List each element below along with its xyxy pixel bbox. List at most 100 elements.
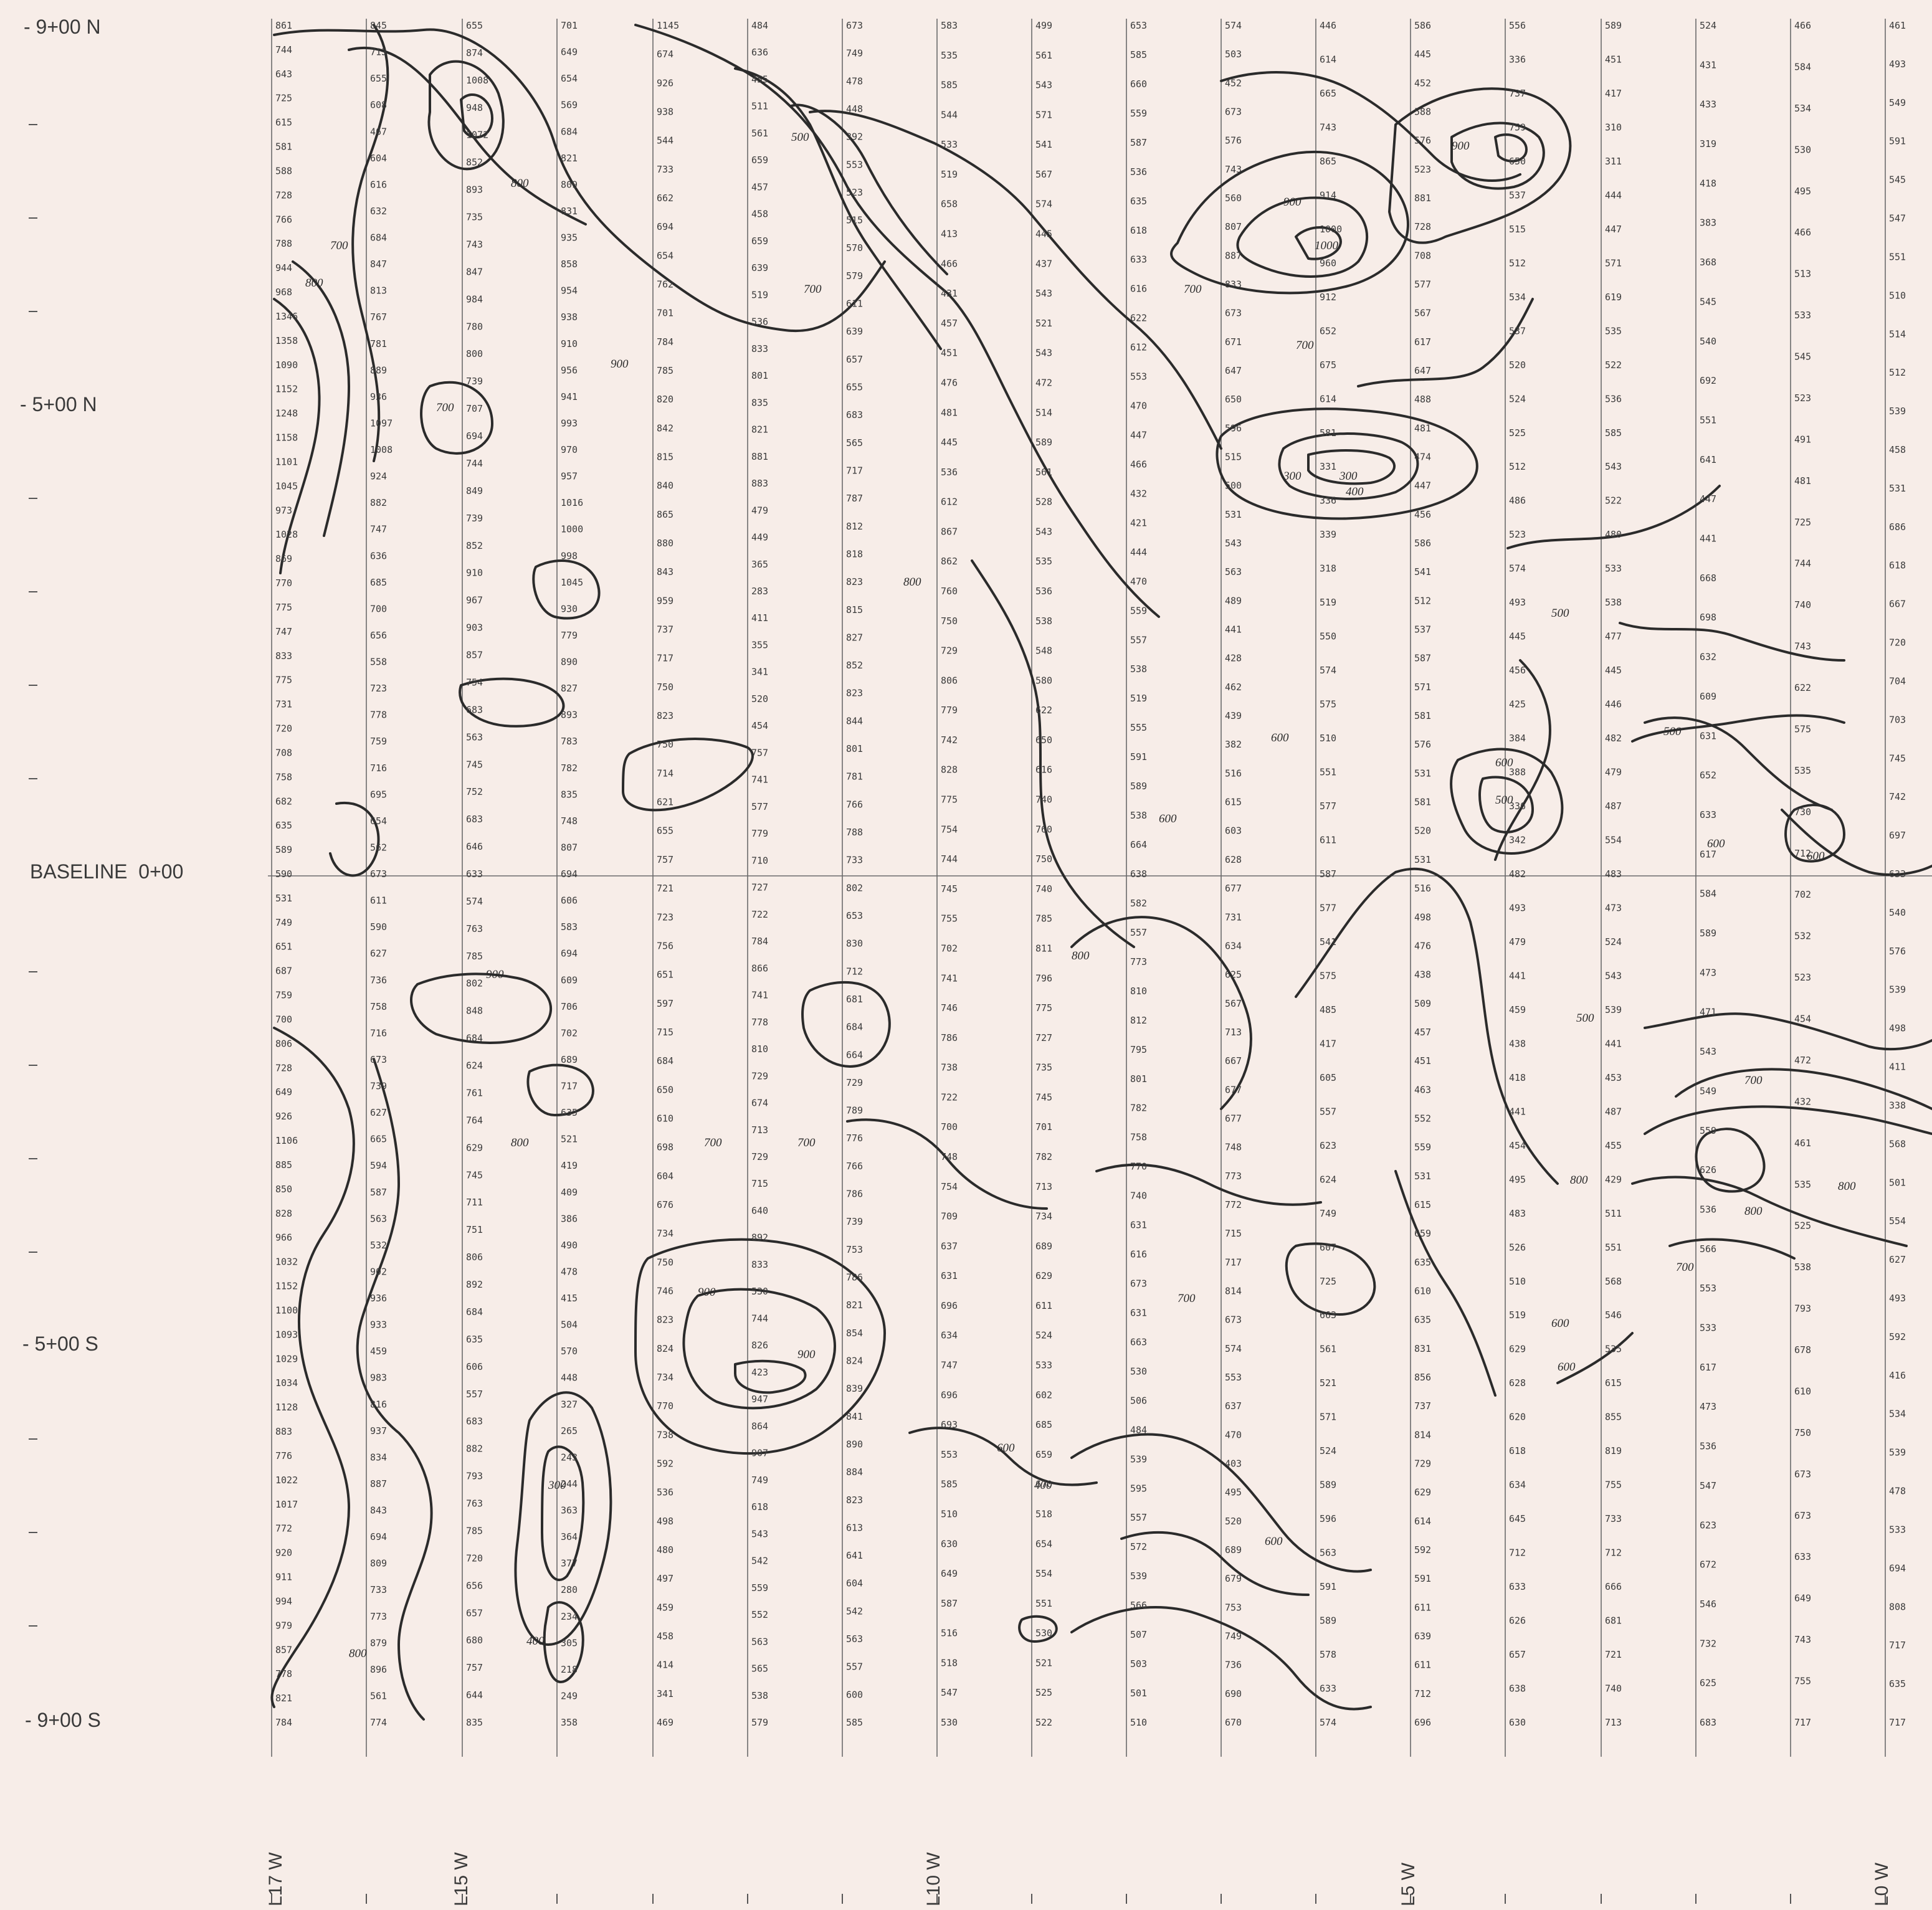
station-reading: 592 <box>1889 1331 1906 1342</box>
station-reading: 622 <box>1130 313 1147 324</box>
station-reading: 453 <box>1605 1072 1622 1083</box>
station-reading: 606 <box>466 1361 483 1372</box>
contour-line <box>1631 1176 1908 1247</box>
station-reading: 655 <box>466 20 483 31</box>
station-reading: 612 <box>941 497 958 508</box>
station-reading: 585 <box>941 80 958 91</box>
station-reading: 624 <box>1320 1174 1336 1185</box>
station-reading: 717 <box>1794 1717 1811 1728</box>
station-reading: 821 <box>846 1299 863 1311</box>
station-reading: 834 <box>370 1452 387 1463</box>
station-reading: 815 <box>846 604 863 615</box>
station-reading: 513 <box>1794 268 1811 280</box>
contour-value-label: 400 <box>1034 1479 1052 1492</box>
station-reading: 441 <box>1605 1038 1622 1049</box>
station-reading: 637 <box>941 1240 958 1252</box>
station-reading: 635 <box>1414 1314 1431 1326</box>
station-reading: 551 <box>1605 1242 1622 1253</box>
contour-line <box>1494 659 1551 861</box>
station-reading: 585 <box>1130 49 1147 60</box>
contour-line <box>292 260 350 537</box>
station-reading: 523 <box>1414 164 1431 175</box>
station-reading: 419 <box>561 1160 578 1171</box>
station-reading: 826 <box>751 1340 768 1351</box>
station-reading: 574 <box>1225 20 1242 31</box>
station-reading: 628 <box>1225 854 1242 865</box>
station-reading: 605 <box>1320 1072 1336 1083</box>
station-reading: 551 <box>1320 767 1336 778</box>
station-reading: 563 <box>751 1636 768 1647</box>
station-reading: 774 <box>370 1717 387 1728</box>
station-reading: 483 <box>1605 868 1622 880</box>
station-reading: 1017 <box>275 1499 298 1510</box>
survey-line-grid <box>271 19 1886 1757</box>
station-reading: 812 <box>846 521 863 532</box>
station-reading: 516 <box>1225 767 1242 779</box>
station-reading: 458 <box>657 1630 673 1642</box>
station-reading: 1248 <box>275 408 298 419</box>
station-reading: 725 <box>1320 1276 1336 1287</box>
station-reading: 706 <box>561 1001 578 1012</box>
station-reading: 650 <box>1035 734 1052 746</box>
contour-value-label: 900 <box>698 1286 716 1299</box>
station-reading: 459 <box>1509 1004 1526 1015</box>
station-reading: 842 <box>657 422 673 434</box>
contour-line <box>1070 916 1252 1110</box>
station-reading: 567 <box>1035 169 1052 180</box>
station-reading: 495 <box>1794 186 1811 197</box>
station-reading: 657 <box>846 354 863 365</box>
station-reading: 775 <box>275 602 292 613</box>
station-reading: 577 <box>751 801 768 812</box>
station-reading: 737 <box>1509 88 1526 99</box>
station-reading: 283 <box>751 586 768 597</box>
station-reading: 368 <box>1700 257 1716 268</box>
station-reading: 821 <box>561 153 578 164</box>
station-reading: 788 <box>846 827 863 838</box>
station-reading: 632 <box>1700 652 1716 663</box>
station-reading: 1358 <box>275 335 298 346</box>
station-reading: 455 <box>751 74 768 85</box>
station-reading: 818 <box>846 548 863 559</box>
station-reading: 629 <box>466 1142 483 1153</box>
station-reading: 544 <box>941 109 958 120</box>
station-reading: 520 <box>1225 1516 1242 1527</box>
station-reading: 820 <box>657 394 673 405</box>
station-reading: 627 <box>370 948 387 959</box>
station-reading: 365 <box>751 559 768 570</box>
station-reading: 1032 <box>275 1257 298 1268</box>
station-reading: 576 <box>1414 739 1431 750</box>
station-reading: 727 <box>1035 1032 1052 1043</box>
station-reading: 885 <box>275 1159 292 1171</box>
station-reading: 625 <box>1225 969 1242 981</box>
station-reading: 816 <box>370 1399 387 1410</box>
station-reading: 892 <box>751 1232 768 1243</box>
station-reading: 659 <box>751 235 768 247</box>
station-reading: 741 <box>751 774 768 786</box>
station-reading: 615 <box>1414 1199 1431 1210</box>
contour-value-label: 900 <box>1452 140 1470 153</box>
station-reading: 622 <box>1035 705 1052 716</box>
station-reading: 733 <box>657 164 673 175</box>
station-reading: 759 <box>275 990 292 1001</box>
station-reading: 515 <box>846 215 863 226</box>
station-reading: 616 <box>370 179 387 190</box>
station-reading: 713 <box>370 47 387 58</box>
station-reading: 692 <box>1700 375 1716 386</box>
station-reading: 454 <box>1509 1140 1526 1151</box>
station-reading: 1097 <box>370 417 393 429</box>
contour-value-label: 400 <box>1346 485 1364 498</box>
station-reading: 311 <box>1605 156 1622 167</box>
station-reading: 810 <box>1130 986 1147 997</box>
station-reading: 819 <box>1605 1445 1622 1456</box>
station-reading: 570 <box>561 1346 578 1357</box>
station-reading: 673 <box>1225 1314 1242 1326</box>
contour-value-label: 300 <box>1339 470 1358 483</box>
station-reading: 265 <box>561 1425 578 1437</box>
contour-line <box>1450 121 1545 190</box>
station-reading: 1152 <box>275 384 298 395</box>
station-reading: 749 <box>1320 1208 1336 1219</box>
station-reading: 683 <box>466 704 483 715</box>
station-reading: 538 <box>1130 810 1147 821</box>
station-reading: 535 <box>1605 1344 1622 1355</box>
station-reading: 856 <box>1414 1372 1431 1383</box>
